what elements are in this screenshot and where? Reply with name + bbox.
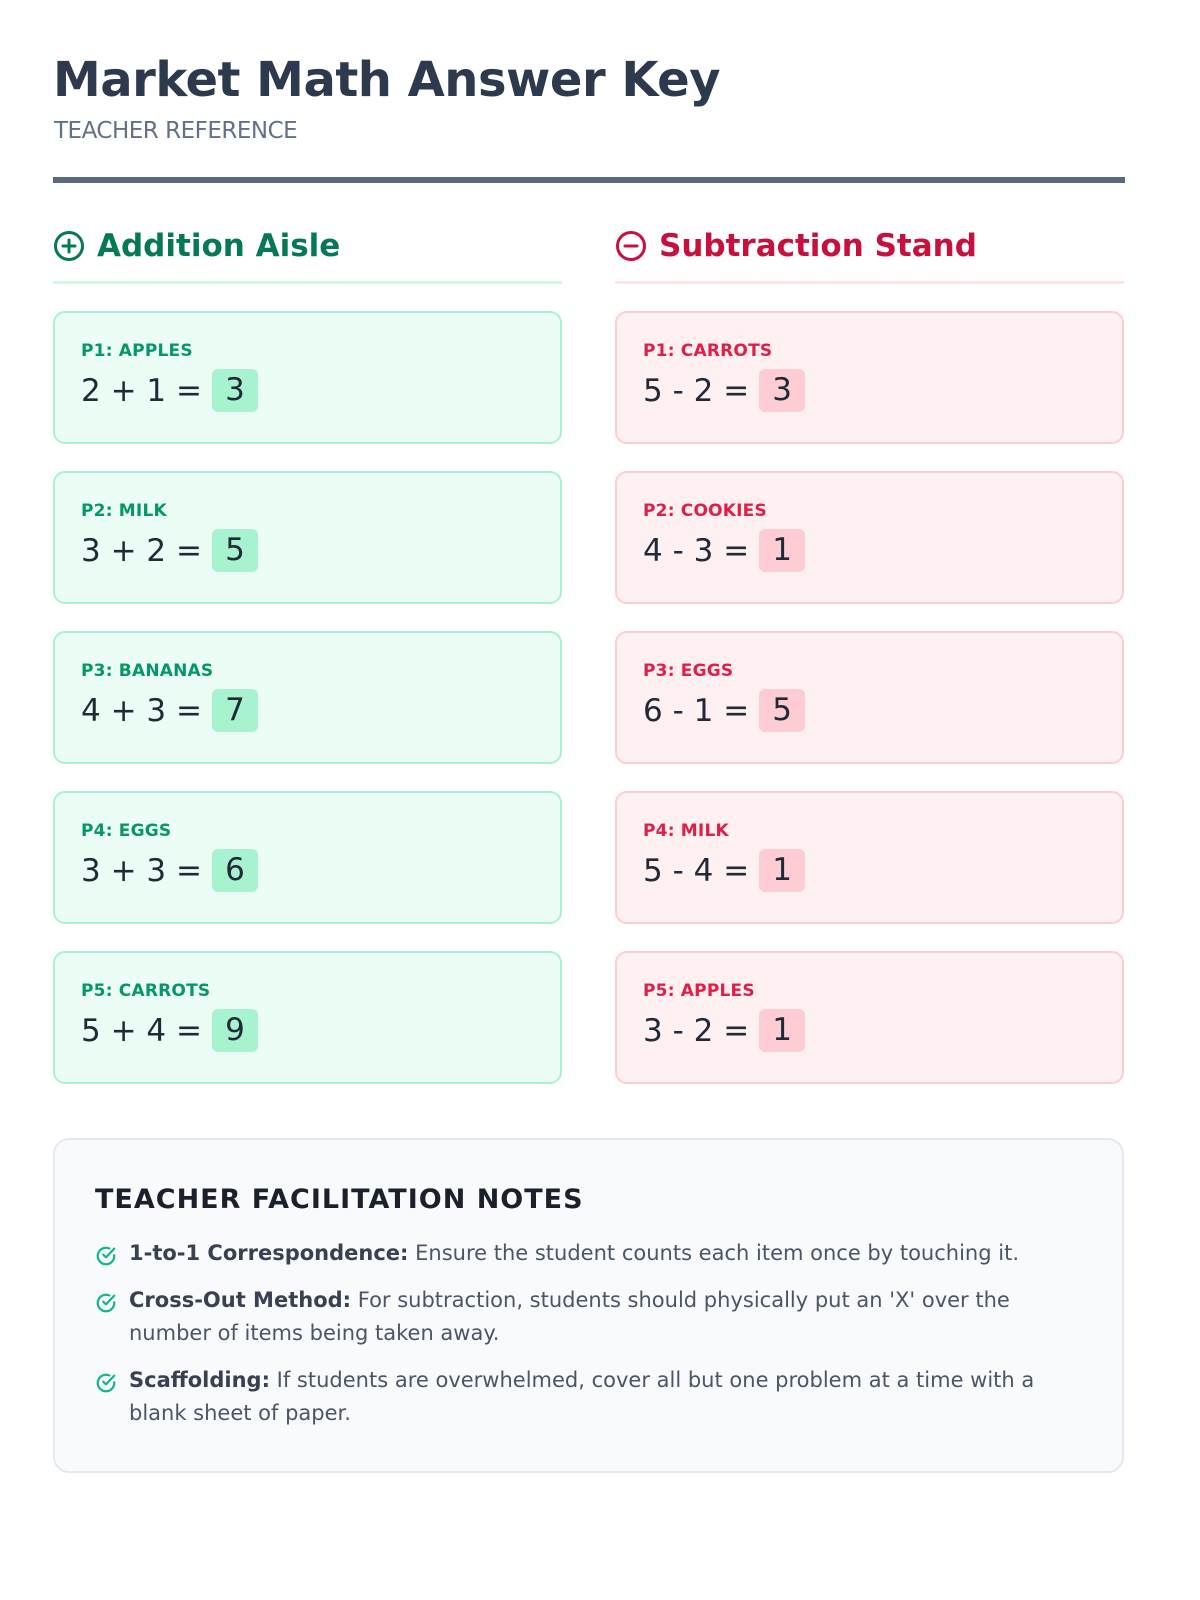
answer-badge: 5 [211, 529, 258, 572]
note-item: Cross-Out Method: For subtraction, stude… [95, 1284, 1082, 1350]
subtraction-heading-text: Subtraction Stand [659, 228, 977, 264]
answer-badge: 1 [759, 1009, 806, 1052]
problem-label: P1: APPLES [81, 341, 193, 361]
equation: 3 - 2 = 1 [643, 1009, 1096, 1052]
addition-column: Addition Aisle P1: APPLES 2 + 1 = 3 P2: … [53, 222, 562, 1111]
problem-card: P1: CARROTS 5 - 2 = 3 [615, 311, 1124, 444]
problem-label: P3: EGGS [643, 661, 734, 681]
subtraction-divider [615, 281, 1124, 284]
answer-badge: 5 [759, 689, 806, 732]
page-subtitle: TEACHER REFERENCE [54, 118, 298, 144]
equation-text: 3 + 2 = [81, 532, 202, 569]
answer-badge: 3 [759, 369, 806, 412]
note-item: Scaffolding: If students are overwhelmed… [95, 1364, 1082, 1430]
answer-badge: 3 [211, 369, 258, 412]
equation: 5 - 4 = 1 [643, 849, 1096, 892]
problem-label: P2: MILK [81, 501, 167, 521]
equation: 3 + 2 = 5 [81, 529, 534, 572]
problem-card: P4: MILK 5 - 4 = 1 [615, 791, 1124, 924]
subtraction-column: Subtraction Stand P1: CARROTS 5 - 2 = 3 … [615, 222, 1124, 1111]
equation-text: 6 - 1 = [643, 692, 750, 729]
note-term: Cross-Out Method: [129, 1288, 352, 1312]
problem-card: P5: APPLES 3 - 2 = 1 [615, 951, 1124, 1084]
problem-card: P4: EGGS 3 + 3 = 6 [53, 791, 562, 924]
problem-card: P1: APPLES 2 + 1 = 3 [53, 311, 562, 444]
facilitation-notes: TEACHER FACILITATION NOTES 1-to-1 Corres… [53, 1138, 1124, 1473]
equation: 5 + 4 = 9 [81, 1009, 534, 1052]
equation: 5 - 2 = 3 [643, 369, 1096, 412]
addition-heading-text: Addition Aisle [97, 228, 341, 264]
equation: 4 - 3 = 1 [643, 529, 1096, 572]
plus-circle-icon [54, 231, 84, 261]
notes-title: TEACHER FACILITATION NOTES [95, 1184, 584, 1215]
problem-card: P2: COOKIES 4 - 3 = 1 [615, 471, 1124, 604]
note-text: For subtraction, students should physica… [129, 1288, 1010, 1345]
problem-label: P5: CARROTS [81, 981, 211, 1001]
header-divider [53, 177, 1125, 183]
addition-divider [53, 281, 562, 284]
note-term: Scaffolding: [129, 1368, 270, 1392]
problem-label: P1: CARROTS [643, 341, 773, 361]
page-title: Market Math Answer Key [53, 52, 721, 108]
problem-label: P5: APPLES [643, 981, 755, 1001]
answer-badge: 1 [759, 849, 806, 892]
equation: 3 + 3 = 6 [81, 849, 534, 892]
equation-text: 5 - 4 = [643, 852, 750, 889]
problem-label: P4: EGGS [81, 821, 172, 841]
answer-badge: 1 [759, 529, 806, 572]
note-term: 1-to-1 Correspondence: [129, 1241, 409, 1265]
answer-badge: 6 [211, 849, 258, 892]
answer-badge: 7 [211, 689, 258, 732]
note-text: Ensure the student counts each item once… [408, 1241, 1019, 1265]
problem-label: P4: MILK [643, 821, 729, 841]
answer-badge: 9 [211, 1009, 258, 1052]
equation-text: 2 + 1 = [81, 372, 202, 409]
problem-card: P3: BANANAS 4 + 3 = 7 [53, 631, 562, 764]
equation-text: 5 + 4 = [81, 1012, 202, 1049]
addition-heading: Addition Aisle [53, 222, 562, 270]
check-circle-icon [96, 1246, 116, 1266]
note-item: 1-to-1 Correspondence: Ensure the studen… [95, 1237, 1082, 1270]
equation-text: 4 + 3 = [81, 692, 202, 729]
equation: 2 + 1 = 3 [81, 369, 534, 412]
equation-text: 3 + 3 = [81, 852, 202, 889]
minus-circle-icon [616, 231, 646, 261]
problem-label: P3: BANANAS [81, 661, 214, 681]
check-circle-icon [96, 1293, 116, 1313]
problem-card: P2: MILK 3 + 2 = 5 [53, 471, 562, 604]
problem-card: P3: EGGS 6 - 1 = 5 [615, 631, 1124, 764]
subtraction-heading: Subtraction Stand [615, 222, 1124, 270]
equation: 4 + 3 = 7 [81, 689, 534, 732]
problem-label: P2: COOKIES [643, 501, 767, 521]
equation-text: 5 - 2 = [643, 372, 750, 409]
equation-text: 3 - 2 = [643, 1012, 750, 1049]
equation-text: 4 - 3 = [643, 532, 750, 569]
problem-card: P5: CARROTS 5 + 4 = 9 [53, 951, 562, 1084]
note-text: If students are overwhelmed, cover all b… [129, 1368, 1035, 1425]
equation: 6 - 1 = 5 [643, 689, 1096, 732]
check-circle-icon [96, 1373, 116, 1393]
